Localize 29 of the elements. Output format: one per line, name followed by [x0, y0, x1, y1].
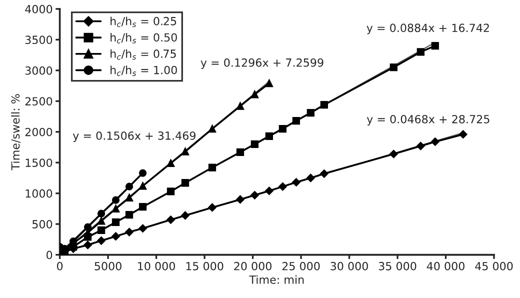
x-tick-label: 10 000 [138, 262, 175, 270]
y-tick-label: 500 [32, 220, 52, 228]
x-tick-label: 45 000 [475, 262, 513, 270]
annotation: y = 0.0468x + 28.725 [366, 114, 490, 126]
annotation: y = 0.1296x + 7.2599 [200, 58, 324, 69]
x-tick-label: 25 000 [282, 262, 320, 270]
legend-label: h$_{c}$/h$_{s}$ = 0.25 [110, 16, 176, 28]
y-axis-title: Time/swell: % [11, 94, 21, 170]
x-axis-title: Time: min [249, 275, 304, 284]
y-tick-label: 1500 [26, 158, 52, 167]
x-tick-label: 40 000 [426, 262, 464, 270]
legend-label: h$_{c}$/h$_{s}$ = 0.50 [110, 33, 177, 44]
y-tick-label: 2000 [25, 128, 52, 136]
x-tick-label: 20 000 [234, 262, 272, 270]
y-tick-label: 0 [46, 250, 52, 260]
annotation: y = 0.1506x + 31.469 [72, 131, 196, 142]
x-tick-label: 30 000 [330, 262, 368, 270]
annotation: y = 0.0884x + 16.742 [366, 24, 489, 34]
y-tick-label: 3000 [25, 66, 52, 75]
x-tick-label: 0 [57, 262, 63, 270]
y-tick-label: 2500 [25, 97, 52, 106]
legend-label: h$_{c}$/h$_{s}$ = 0.75 [110, 49, 176, 60]
y-tick-label: 4000 [25, 4, 52, 14]
y-tick-label: 1000 [26, 189, 52, 198]
y-tick-label: 3500 [25, 36, 52, 44]
x-tick-label: 5000 [94, 262, 122, 270]
x-tick-label: 35 000 [378, 262, 416, 270]
legend-label: h$_{c}$/h$_{s}$ = 1.00 [110, 66, 177, 76]
x-tick-label: 15 000 [186, 262, 224, 270]
